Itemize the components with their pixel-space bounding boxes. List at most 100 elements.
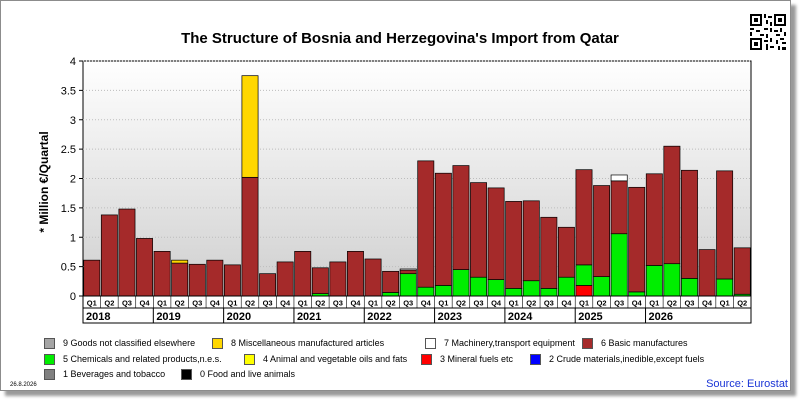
bar-segment [206, 259, 224, 297]
bar-segment [223, 264, 241, 297]
bar-stack [347, 251, 364, 297]
bar-segment [698, 249, 716, 297]
bar-stack [136, 238, 153, 297]
legend-swatch [212, 337, 223, 349]
x-tick-label: Q1 [298, 299, 308, 308]
bar-segment [505, 201, 523, 289]
bar-segment [452, 165, 470, 270]
legend-label: 7 Machinery,transport equipment [444, 338, 575, 348]
x-tick-label: Q1 [227, 299, 237, 308]
x-tick-label: Q2 [597, 299, 607, 308]
x-tick-label: Q1 [579, 299, 589, 308]
legend-swatch [44, 337, 55, 349]
x-tick-label: Q1 [438, 299, 448, 308]
x-tick-label: Q2 [667, 299, 677, 308]
legend-swatch [44, 353, 55, 365]
bar-stack [171, 259, 189, 297]
legend-swatch [530, 353, 541, 365]
x-tick-label: Q2 [386, 299, 396, 308]
bar-segment [487, 279, 505, 297]
bar-segment [487, 187, 505, 280]
bar-segment [294, 251, 312, 297]
bar-segment [575, 285, 593, 297]
x-tick-label: Q1 [87, 299, 97, 308]
bar-stack [329, 261, 347, 297]
bar-stack [628, 186, 646, 297]
x-tick-label: Q4 [280, 299, 291, 308]
x-tick-label: Q2 [737, 299, 747, 308]
x-tick-label: Q1 [649, 299, 659, 308]
legend-item-oils-fats: 4 Animal and vegetable oils and fats [244, 352, 407, 366]
bar-segment [610, 180, 628, 235]
x-tick-label: Q1 [509, 299, 519, 308]
bar-stack [153, 251, 171, 297]
bar-segment [118, 208, 136, 297]
bar-segment [434, 285, 452, 297]
date-stamp: 26.8.2026 [10, 382, 37, 388]
legend-item-basic-manufactures: 6 Basic manufactures [582, 336, 688, 350]
bar-segment [610, 174, 628, 182]
x-tick-label: Q1 [157, 299, 167, 308]
bar-segment [399, 268, 417, 271]
bar-segment [663, 263, 681, 297]
x-tick-label: Q2 [175, 299, 185, 308]
source-note: Source: Eurostat [706, 378, 788, 390]
bar-segment [364, 258, 382, 297]
bar-stack [188, 263, 206, 297]
bar-stack [399, 268, 417, 297]
bar-stack [206, 259, 224, 297]
bar-segment [399, 273, 417, 297]
x-tick-label: Q2 [315, 299, 325, 308]
year-label: 2026 [649, 311, 673, 323]
x-tick-label: Q4 [702, 299, 713, 308]
bar-segment [241, 75, 259, 178]
year-label: 2021 [297, 311, 321, 323]
bar-stack [311, 267, 329, 297]
x-tick-label: Q4 [632, 299, 643, 308]
bar-segment [100, 214, 118, 297]
legend-swatch [582, 337, 593, 349]
bar-segment [716, 170, 734, 280]
bar-stack [452, 165, 470, 297]
bar-segment [329, 261, 347, 297]
y-tick-label: 2.5 [61, 144, 76, 156]
bar-stack [241, 75, 259, 297]
bar-segment [733, 247, 751, 295]
y-tick-label: 1 [70, 232, 76, 244]
y-tick-label: 3.5 [61, 85, 76, 97]
bar-stack [100, 214, 118, 297]
x-tick-label: Q3 [192, 299, 202, 308]
bar-segment [171, 262, 189, 297]
bar-segment [681, 278, 698, 297]
bar-segment [470, 182, 487, 278]
bar-segment [645, 265, 663, 297]
bar-stack [294, 251, 312, 297]
bar-segment [434, 172, 452, 286]
legend-label: 4 Animal and vegetable oils and fats [263, 354, 408, 364]
bar-segment [645, 173, 663, 266]
legend-item-crude-materials: 2 Crude materials,inedible,except fuels [530, 352, 704, 366]
x-tick-label: Q3 [544, 299, 554, 308]
legend-label: 9 Goods not classified elsewhere [63, 338, 196, 348]
bar-segment [417, 286, 435, 297]
bar-stack [83, 259, 101, 297]
year-label: 2019 [156, 311, 180, 323]
bar-stack [434, 172, 452, 297]
x-tick-label: Q3 [263, 299, 273, 308]
bar-stack [575, 169, 593, 297]
bar-segment [663, 145, 681, 265]
legend-item-goods-not-classified: 9 Goods not classified elsewhere [44, 336, 195, 350]
bar-stack [364, 258, 382, 297]
legend-swatch [421, 353, 432, 365]
bar-segment [153, 251, 171, 297]
bar-segment [575, 169, 593, 266]
x-tick-label: Q3 [684, 299, 694, 308]
x-tick-label: Q4 [561, 299, 572, 308]
x-tick-label: Q4 [421, 299, 432, 308]
year-label: 2023 [438, 311, 462, 323]
x-tick-label: Q2 [104, 299, 114, 308]
chart-title: The Structure of Bosnia and Herzegovina'… [181, 30, 619, 47]
bar-segment [628, 186, 646, 293]
bar-segment [522, 200, 540, 282]
